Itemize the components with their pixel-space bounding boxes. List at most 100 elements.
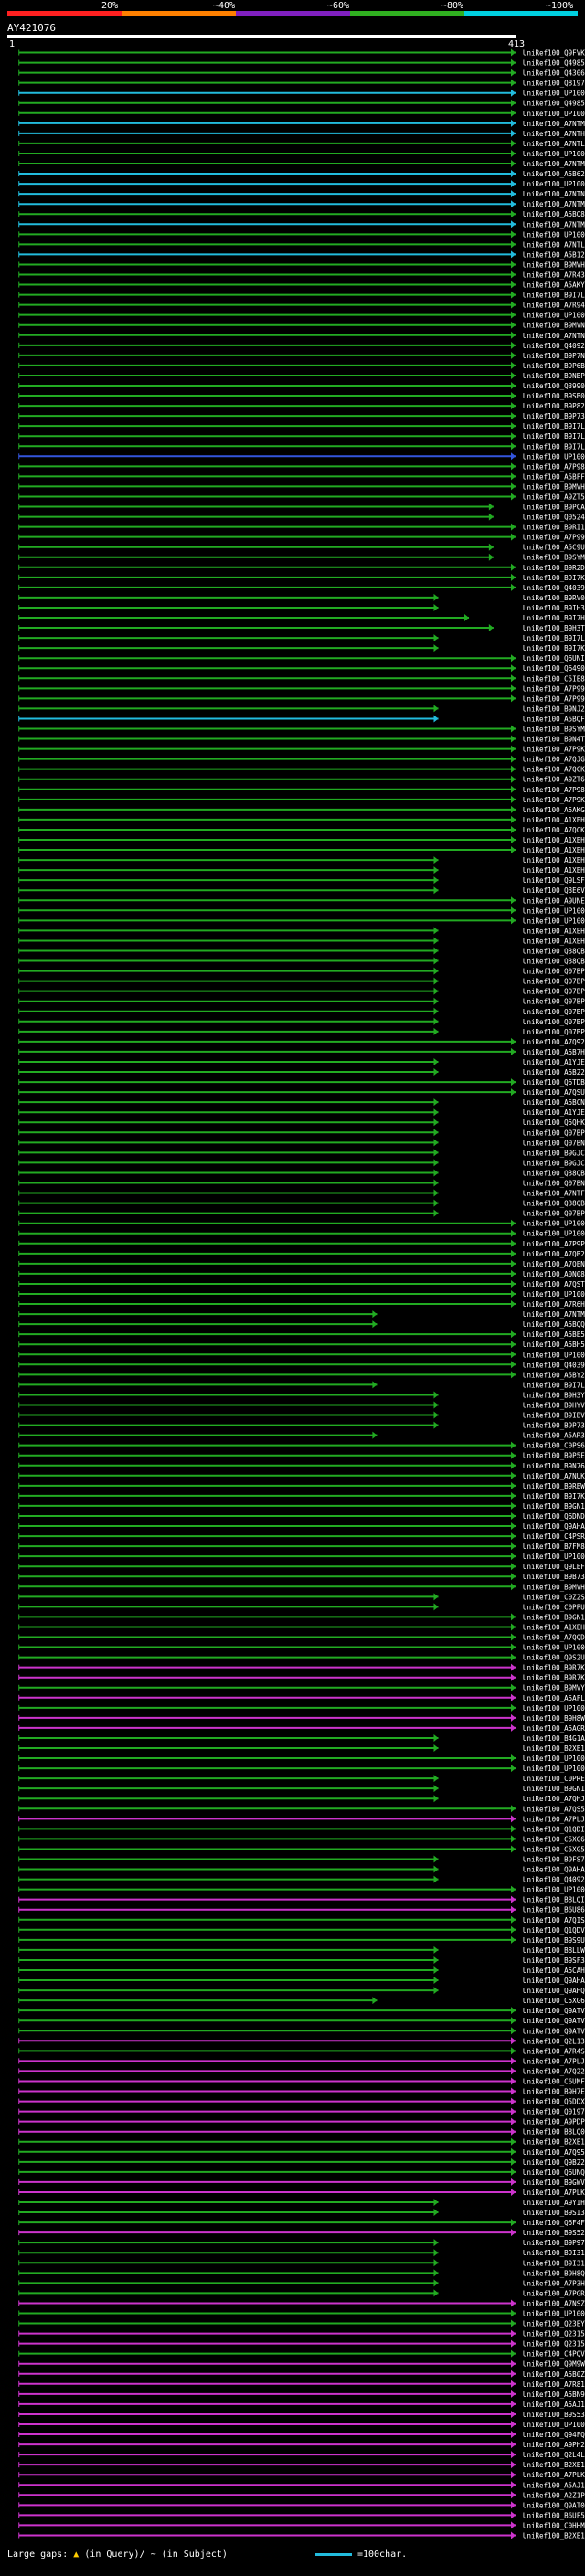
hit-label[interactable]: UniRef100_B9GJC2 [523,1159,585,1167]
hit-label[interactable]: UniRef100_Q9S2U1 [523,1654,585,1662]
hit-label[interactable]: UniRef100_A7NTM1 [523,120,585,128]
hit-label[interactable]: UniRef100_A7P984 [523,462,585,471]
hit-label[interactable]: UniRef100_B9GN12 [523,1613,585,1621]
hit-label[interactable]: UniRef100_B9FS76 [523,1855,585,1863]
hit-label[interactable]: UniRef100_Q9ATV4 [523,2027,585,2035]
hit-label[interactable]: UniRef100_Q9AHQ2 [523,1987,585,1995]
hit-label[interactable]: UniRef100_B9I7K4 [523,644,585,652]
hit-label[interactable]: UniRef100_Q5DDX4 [523,2098,585,2106]
hit-label[interactable]: UniRef100_Q1QDI0 [523,1825,585,1833]
hit-label[interactable]: UniRef100_A9UNE6 [523,896,585,905]
hit-label[interactable]: UniRef100_Q38QB6 [523,958,585,966]
hit-label[interactable]: UniRef100_B9H3Y7 [523,1391,585,1399]
hit-label[interactable]: UniRef100_Q5QHK2 [523,1118,585,1127]
hit-label[interactable]: UniRef100_A7QSU1 [523,1088,585,1097]
hit-label[interactable]: UniRef100_A7P993 [523,534,585,542]
hit-label[interactable]: UniRef100_UP1000... [523,1220,585,1228]
hit-label[interactable]: UniRef100_Q2L138 [523,2037,585,2045]
hit-label[interactable]: UniRef100_Q40396 [523,1361,585,1369]
hit-label[interactable]: UniRef100_Q9M9W0 [523,2360,585,2369]
hit-label[interactable]: UniRef100_B9P7N9 [523,352,585,360]
hit-label[interactable]: UniRef100_B9NJ21 [523,705,585,713]
hit-label[interactable]: UniRef100_A7NSZ2 [523,2299,585,2307]
hit-label[interactable]: UniRef100_A9ZT59 [523,493,585,501]
hit-label[interactable]: UniRef100_A1XEH2 [523,856,585,864]
hit-label[interactable]: UniRef100_A9YIH8 [523,2199,585,2207]
hit-label[interactable]: UniRef100_B9P5E6 [523,1452,585,1460]
hit-label[interactable]: UniRef100_B9GJC1 [523,1149,585,1157]
hit-label[interactable]: UniRef100_Q9AT07 [523,2501,585,2509]
hit-label[interactable]: UniRef100_A5BN94 [523,2390,585,2399]
hit-label[interactable]: UniRef100_B9I7L8 [523,422,585,430]
hit-label[interactable]: UniRef100_A7NTH3 [523,130,585,138]
hit-label[interactable]: UniRef100_UP1000... [523,1351,585,1359]
hit-label[interactable]: UniRef100_A7P3H7 [523,2279,585,2287]
hit-label[interactable]: UniRef100_B2XE16 [523,2461,585,2469]
hit-label[interactable]: UniRef100_B9SI31 [523,2209,585,2217]
hit-label[interactable]: UniRef100_A5AGR7 [523,1724,585,1733]
hit-label[interactable]: UniRef100_B9H8W3 [523,1714,585,1723]
hit-label[interactable]: UniRef100_Q40394 [523,584,585,592]
hit-label[interactable]: UniRef100_UP1000... [523,1644,585,1652]
hit-label[interactable]: UniRef100_Q3E6V9 [523,886,585,895]
hit-label[interactable]: UniRef100_A7PLK3 [523,2471,585,2479]
hit-label[interactable]: UniRef100_A5B629 [523,170,585,178]
hit-label[interactable]: UniRef100_B9I7L6 [523,432,585,440]
hit-label[interactable]: UniRef100_B9GN11 [523,1785,585,1793]
hit-label[interactable]: UniRef100_A5AKY1 [523,281,585,290]
hit-label[interactable]: UniRef100_B9P6B9 [523,362,585,370]
hit-label[interactable]: UniRef100_UP1000... [523,1886,585,1894]
hit-label[interactable]: UniRef100_B9MVH5 [523,482,585,491]
hit-label[interactable]: UniRef100_A7NTN2 [523,332,585,340]
hit-label[interactable]: UniRef100_A5BQQ5 [523,1320,585,1329]
hit-label[interactable]: UniRef100_A1YJE3 [523,1058,585,1066]
hit-label[interactable]: UniRef100_A5B0Z9 [523,2370,585,2379]
hit-label[interactable]: UniRef100_B9NBP7 [523,372,585,380]
hit-label[interactable]: UniRef100_Q9LSF8 [523,876,585,885]
hit-label[interactable]: UniRef100_A7QST9 [523,1280,585,1288]
hit-label[interactable]: UniRef100_Q9FVK6 [523,49,585,58]
hit-label[interactable]: UniRef100_B9R2D3 [523,564,585,572]
hit-label[interactable]: UniRef100_A5BE51 [523,1330,585,1339]
hit-label[interactable]: UniRef100_B9HYV4 [523,1401,585,1409]
hit-label[interactable]: UniRef100_C5XG58 [523,1845,585,1853]
hit-label[interactable]: UniRef100_Q94FQ7 [523,2431,585,2439]
hit-label[interactable]: UniRef100_A7QJG4 [523,756,585,764]
hit-label[interactable]: UniRef100_A1XEH4 [523,836,585,844]
hit-label[interactable]: UniRef100_B8LQ06 [523,2128,585,2136]
hit-label[interactable]: UniRef100_Q49859 [523,100,585,108]
hit-label[interactable]: UniRef100_Q81972 [523,80,585,88]
hit-label[interactable]: UniRef100_Q9AHA4 [523,1977,585,1985]
hit-label[interactable]: UniRef100_A5C9U2 [523,544,585,552]
hit-label[interactable]: UniRef100_B8LQI3 [523,1896,585,1904]
hit-label[interactable]: UniRef100_B9SYM4 [523,554,585,562]
hit-label[interactable]: UniRef100_Q43068 [523,69,585,78]
hit-label[interactable]: UniRef100_Q07BP1 [523,1210,585,1218]
hit-label[interactable]: UniRef100_Q39909 [523,382,585,390]
hit-label[interactable]: UniRef100_A9PH2I [523,2441,585,2449]
hit-label[interactable]: UniRef100_UP1000... [523,452,585,461]
hit-label[interactable]: UniRef100_Q07BN7 [523,1180,585,1188]
hit-label[interactable]: UniRef100_A7NUK4 [523,1472,585,1480]
hit-label[interactable]: UniRef100_B9N4T1 [523,736,585,744]
hit-label[interactable]: UniRef100_A7NTM3 [523,200,585,208]
hit-label[interactable]: UniRef100_A5BQF9 [523,715,585,723]
hit-label[interactable]: UniRef100_B9SYM5 [523,726,585,734]
hit-label[interactable]: UniRef100_UP1000... [523,2421,585,2429]
hit-label[interactable]: UniRef100_B9R7K8 [523,1674,585,1682]
hit-label[interactable]: UniRef100_B9P730 [523,1422,585,1430]
hit-label[interactable]: UniRef100_A1XEH5 [523,816,585,824]
hit-label[interactable]: UniRef100_C5XG61 [523,1997,585,2005]
hit-label[interactable]: UniRef100_B9REW3 [523,1482,585,1490]
hit-label[interactable]: UniRef100_Q6UNI1 [523,654,585,663]
hit-label[interactable]: UniRef100_UP1000... [523,312,585,320]
hit-label[interactable]: UniRef100_A1XEH0 [523,927,585,935]
hit-label[interactable]: UniRef100_A7P985 [523,786,585,794]
hit-label[interactable]: UniRef100_UP1000... [523,1290,585,1299]
hit-label[interactable]: UniRef100_A7Q929 [523,1038,585,1046]
hit-label[interactable]: UniRef100_A9ZT62 [523,776,585,784]
hit-label[interactable]: UniRef100_Q38QB7 [523,947,585,955]
hit-label[interactable]: UniRef100_A7PLJ4 [523,2057,585,2065]
hit-label[interactable]: UniRef100_A5CAH1 [523,1966,585,1975]
hit-label[interactable]: UniRef100_A7P9P2 [523,1240,585,1248]
